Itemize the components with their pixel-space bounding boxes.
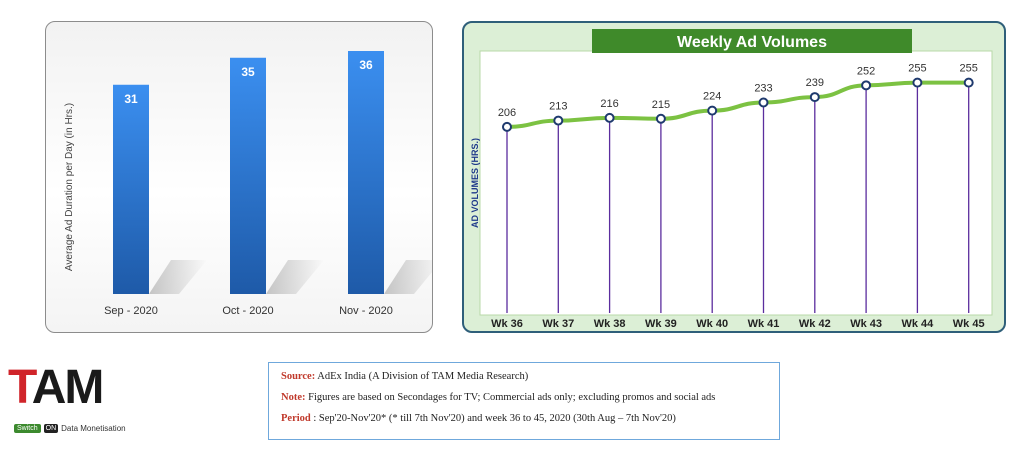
bar-shadow: [266, 260, 324, 294]
point-value-label: 255: [960, 63, 978, 75]
y-axis-label: Average Ad Duration per Day (in Hrs.): [64, 103, 75, 271]
point-value-label: 233: [754, 82, 772, 94]
tam-logo: TAM Switch ON Data Monetisation: [8, 364, 148, 444]
data-point: [758, 97, 769, 108]
x-tick-label: Sep - 2020: [104, 305, 158, 317]
bar-shadow: [149, 260, 207, 294]
point-value-label: 224: [703, 91, 721, 103]
x-tick-label: Wk 40: [696, 318, 728, 330]
source-text: AdEx India (A Division of TAM Media Rese…: [315, 371, 529, 382]
x-tick-label: Wk 39: [645, 318, 677, 330]
data-point: [912, 77, 923, 88]
data-point: [553, 115, 564, 126]
x-tick-label: Wk 37: [542, 318, 574, 330]
chart-title-bar: [592, 29, 912, 53]
y-axis-label: AD VOLUMES (HRS.): [470, 138, 480, 228]
bar-value-label: 36: [359, 58, 373, 72]
bar: [113, 84, 149, 294]
weekly-volume-chart-panel: Weekly Ad Volumes AD VOLUMES (HRS.) 206 W…: [462, 21, 1006, 333]
bar-value-label: 31: [124, 92, 138, 106]
x-tick-label: Wk 42: [799, 318, 831, 330]
bar-shadow: [384, 260, 432, 294]
point-value-label: 215: [652, 99, 670, 111]
source-label: Source:: [281, 371, 316, 382]
data-point: [963, 77, 974, 88]
bar: [230, 57, 266, 294]
logo-on-badge: ON: [43, 424, 59, 433]
source-line: Source: AdEx India (A Division of TAM Me…: [281, 371, 767, 382]
x-tick-label: Nov - 2020: [339, 305, 393, 317]
period-line: Period : Sep'20-Nov'20* (* till 7th Nov'…: [281, 413, 767, 424]
series-line: [506, 80, 969, 129]
chart-title: Weekly Ad Volumes: [677, 34, 827, 51]
source-notes-box: Source: AdEx India (A Division of TAM Me…: [268, 362, 780, 440]
x-tick-label: Oct - 2020: [222, 305, 273, 317]
point-value-label: 255: [908, 63, 926, 75]
data-point: [502, 121, 512, 132]
data-point: [809, 92, 820, 103]
data-point: [655, 113, 666, 124]
x-tick-label: Wk 44: [902, 318, 935, 330]
logo-tagline-text: Data Monetisation: [61, 424, 126, 433]
bar: [348, 51, 384, 294]
point-value-label: 213: [549, 101, 567, 113]
x-tick-label: Wk 43: [850, 318, 882, 330]
x-tick-label: Wk 38: [594, 318, 626, 330]
note-label: Note:: [281, 392, 306, 403]
period-label: Period: [281, 413, 311, 424]
x-tick-label: Wk 45: [953, 318, 985, 330]
data-point: [707, 105, 718, 116]
point-value-label: 252: [857, 65, 875, 77]
duration-chart-panel: Average Ad Duration per Day (in Hrs.) 31…: [45, 21, 433, 333]
logo-tagline: Switch ON Data Monetisation: [14, 424, 126, 433]
bar-value-label: 35: [241, 65, 255, 79]
data-point: [861, 80, 872, 91]
point-value-label: 216: [600, 98, 618, 110]
note-line: Note: Figures are based on Secondages fo…: [281, 392, 767, 403]
point-value-label: 239: [806, 77, 824, 89]
x-tick-label: Wk 41: [748, 318, 780, 330]
weekly-volume-line-chart: Weekly Ad Volumes AD VOLUMES (HRS.) 206 W…: [470, 29, 993, 330]
logo-wordmark: TAM: [8, 361, 104, 414]
note-text: Figures are based on Secondages for TV; …: [305, 392, 716, 403]
logo-switch-badge: Switch: [14, 424, 41, 433]
period-text: : Sep'20-Nov'20* (* till 7th Nov'20) and…: [310, 413, 676, 424]
data-point: [604, 112, 615, 123]
x-tick-label: Wk 36: [491, 318, 523, 330]
duration-bar-chart: Average Ad Duration per Day (in Hrs.) 31…: [64, 51, 432, 317]
point-value-label: 206: [498, 107, 516, 119]
